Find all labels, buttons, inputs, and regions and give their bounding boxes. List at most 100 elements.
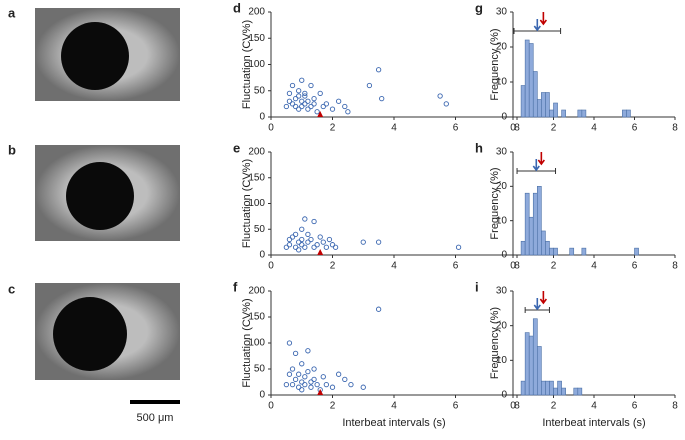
y-axis-label: Fluctuation (CV%)	[241, 20, 253, 109]
panel-letter: a	[8, 5, 16, 20]
point	[283, 381, 290, 388]
point	[443, 101, 449, 107]
point	[305, 106, 311, 112]
point	[308, 103, 314, 110]
bar	[622, 109, 627, 118]
point	[375, 67, 382, 73]
x-tick-label: 4	[591, 261, 597, 272]
point	[311, 95, 317, 102]
bar	[561, 387, 566, 396]
x-tick-label: 8	[514, 401, 520, 412]
point	[302, 216, 308, 222]
point	[320, 239, 326, 245]
bar	[524, 332, 530, 396]
x-tick-label: 8	[672, 261, 678, 272]
y-tick-label: 200	[248, 286, 265, 297]
panel-letter: f	[233, 279, 238, 294]
bar	[545, 92, 550, 118]
panel-letter: e	[233, 140, 240, 155]
bar	[545, 240, 550, 256]
x-tick-label: 8	[672, 401, 678, 412]
x-axis-label: Interbeat intervals (s)	[342, 417, 445, 429]
point	[292, 376, 299, 383]
point	[305, 348, 311, 354]
bar	[541, 230, 546, 256]
bar	[524, 39, 530, 118]
bar	[532, 71, 538, 118]
y-tick-label: 20	[496, 320, 508, 331]
bar	[520, 380, 526, 396]
y-axis-label: Fluctuation (CV%)	[241, 298, 253, 387]
y-tick-label: 30	[496, 147, 508, 158]
point	[342, 103, 348, 110]
point	[323, 381, 329, 388]
bar	[626, 109, 631, 118]
point	[329, 384, 336, 390]
bar	[532, 192, 538, 256]
x-tick-label: 6	[453, 261, 459, 272]
bar	[532, 318, 538, 396]
x-tick-label: 6	[453, 401, 459, 412]
point	[286, 98, 293, 104]
x-tick-label: 6	[632, 401, 638, 412]
bar	[528, 335, 534, 396]
point	[296, 247, 302, 253]
mean-marker	[317, 111, 324, 117]
panel-letter: b	[8, 142, 16, 157]
point	[302, 101, 308, 107]
point	[296, 239, 302, 245]
mean-marker	[317, 249, 324, 255]
x-tick-label: 4	[391, 261, 397, 272]
point	[311, 366, 317, 372]
panel-letter: c	[8, 281, 15, 296]
point	[326, 236, 333, 243]
x-tick-label: 2	[551, 401, 557, 412]
bar	[520, 240, 526, 256]
point	[283, 244, 290, 250]
point	[323, 101, 329, 107]
point	[329, 106, 336, 112]
bar	[581, 109, 587, 118]
point	[289, 82, 296, 89]
point	[329, 242, 336, 248]
point	[299, 387, 305, 393]
point	[292, 231, 299, 238]
bar	[553, 387, 558, 396]
mean-arrow	[533, 19, 541, 32]
bar	[549, 247, 554, 256]
y-tick-label: 0	[259, 250, 265, 261]
bar	[553, 247, 558, 256]
point	[289, 101, 296, 107]
point	[308, 384, 314, 390]
point	[360, 239, 366, 245]
point	[314, 381, 320, 388]
micrograph-c	[35, 283, 180, 380]
bar	[528, 43, 534, 118]
bar	[520, 85, 526, 118]
micrograph-a	[35, 8, 180, 101]
bar	[569, 247, 575, 256]
bar	[545, 380, 550, 396]
y-axis-label: Fluctuation (CV%)	[241, 159, 253, 248]
y-tick-label: 150	[248, 312, 265, 323]
point	[317, 90, 323, 97]
bar	[528, 216, 534, 256]
point	[311, 101, 317, 107]
y-tick-label: 10	[496, 355, 508, 366]
point	[299, 379, 305, 385]
y-tick-label: 30	[496, 7, 508, 18]
x-tick-label: 8	[514, 261, 520, 272]
x-tick-label: 2	[551, 123, 557, 134]
x-tick-label: 2	[330, 401, 336, 412]
point	[348, 381, 354, 388]
bar	[561, 109, 566, 118]
x-tick-label: 0	[268, 401, 274, 412]
point	[305, 98, 311, 104]
point	[296, 384, 302, 390]
point	[302, 90, 308, 97]
point	[308, 236, 314, 243]
bar	[536, 186, 542, 256]
x-tick-label: 0	[510, 123, 516, 134]
y-tick-label: 0	[259, 112, 265, 123]
